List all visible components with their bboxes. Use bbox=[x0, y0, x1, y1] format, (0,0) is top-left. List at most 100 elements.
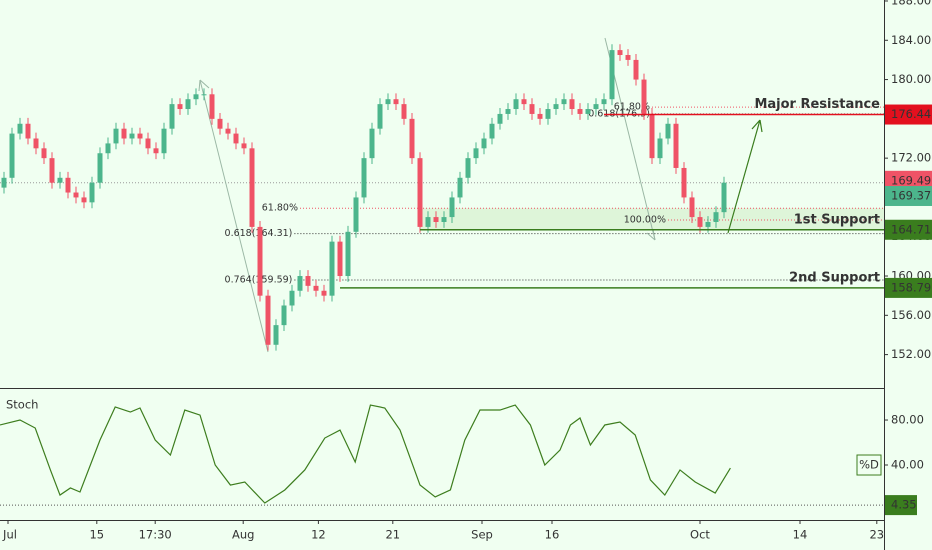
candle-body bbox=[321, 290, 327, 296]
candle-body bbox=[369, 128, 375, 159]
candle-body bbox=[57, 177, 63, 183]
candle-body bbox=[41, 148, 47, 159]
candle-body bbox=[721, 182, 727, 213]
candle-body bbox=[553, 104, 559, 110]
support-zone bbox=[420, 208, 884, 230]
candle-body bbox=[561, 99, 567, 105]
candle-body bbox=[1, 177, 7, 188]
candle-body bbox=[81, 197, 87, 203]
price-badge-label: 169.37 bbox=[891, 188, 931, 202]
candle-body bbox=[273, 325, 279, 345]
candle-body bbox=[145, 138, 151, 149]
candle-body bbox=[297, 276, 303, 291]
candle-body bbox=[217, 118, 223, 129]
x-tick-label: 17:30 bbox=[139, 528, 172, 542]
candle-body bbox=[185, 99, 191, 110]
legend-badge bbox=[856, 454, 882, 476]
candle-body bbox=[313, 285, 319, 291]
fib-label: 100.00% bbox=[624, 215, 666, 226]
candle-body bbox=[201, 94, 207, 96]
candle-body bbox=[113, 128, 119, 144]
candle-body bbox=[697, 217, 703, 227]
candle-body bbox=[441, 217, 447, 222]
candle-body bbox=[225, 128, 231, 134]
candle-body bbox=[209, 94, 215, 119]
candle-body bbox=[9, 133, 15, 178]
candle-body bbox=[417, 158, 423, 227]
y-tick-label: 184.00 bbox=[891, 33, 931, 47]
candle-body bbox=[569, 99, 575, 110]
x-tick-label: 15 bbox=[89, 528, 104, 542]
candle-body bbox=[353, 197, 359, 232]
x-tick-label: Aug bbox=[232, 528, 254, 542]
candle-body bbox=[169, 104, 175, 129]
price-badge bbox=[885, 277, 932, 298]
price-badge-label: 169.49 bbox=[891, 173, 931, 187]
candle-body bbox=[481, 138, 487, 149]
candle-body bbox=[537, 113, 543, 119]
candle-body bbox=[689, 197, 695, 218]
candle-body bbox=[241, 143, 247, 149]
price-badge bbox=[885, 219, 932, 240]
candle-body bbox=[265, 295, 271, 345]
candle-body bbox=[513, 99, 519, 110]
fib-label: 61.80% bbox=[262, 203, 298, 214]
level-name: Major Resistance bbox=[754, 97, 880, 112]
price-badge bbox=[885, 170, 932, 191]
candle-body bbox=[73, 192, 79, 198]
candle-body bbox=[153, 148, 159, 154]
y-tick-label: 180.00 bbox=[891, 72, 931, 86]
candle-body bbox=[233, 133, 239, 144]
candle-body bbox=[257, 226, 263, 296]
candle-body bbox=[105, 143, 111, 154]
candle-body bbox=[129, 133, 135, 139]
candle-body bbox=[193, 94, 199, 100]
fib-arrow bbox=[199, 79, 269, 353]
candle-body bbox=[585, 109, 591, 114]
candle-body bbox=[401, 104, 407, 119]
candle-body bbox=[545, 109, 551, 119]
candle-body bbox=[577, 109, 583, 114]
y-tick-label: 80.00 bbox=[891, 413, 924, 427]
level-name: 2nd Support bbox=[789, 270, 880, 285]
candle-body bbox=[377, 104, 383, 129]
candle-body bbox=[601, 99, 607, 105]
candle-body bbox=[345, 231, 351, 277]
candle-body bbox=[713, 212, 719, 222]
candle-body bbox=[681, 167, 687, 198]
candle-body bbox=[457, 177, 463, 198]
candle-body bbox=[665, 123, 671, 139]
fib-arrow-head bbox=[646, 228, 656, 241]
x-tick-label: Oct bbox=[690, 528, 710, 542]
candle-body bbox=[97, 153, 103, 183]
candle-body bbox=[329, 241, 335, 296]
price-badge bbox=[885, 104, 932, 125]
candle-body bbox=[17, 123, 23, 134]
candle-body bbox=[289, 290, 295, 306]
candle-body bbox=[649, 113, 655, 159]
candle-body bbox=[465, 158, 471, 178]
candle-body bbox=[137, 133, 143, 139]
x-tick-label: 23 bbox=[869, 528, 884, 542]
candle-body bbox=[33, 138, 39, 149]
candle-body bbox=[657, 138, 663, 159]
candle-body bbox=[497, 113, 503, 124]
candle-body bbox=[705, 221, 711, 227]
candle-body bbox=[409, 118, 415, 159]
candle-body bbox=[641, 79, 647, 114]
candle-body bbox=[89, 182, 95, 203]
y-tick-label: 40.00 bbox=[891, 458, 924, 472]
candle-body bbox=[177, 104, 183, 110]
candle-body bbox=[505, 109, 511, 114]
candle-body bbox=[593, 104, 599, 110]
candle-body bbox=[529, 104, 535, 114]
y-tick-label: 152.00 bbox=[891, 347, 931, 361]
candle-body bbox=[473, 148, 479, 159]
y-tick-label: 188.00 bbox=[891, 0, 931, 7]
x-tick-label: 14 bbox=[793, 528, 808, 542]
candle-body bbox=[449, 197, 455, 218]
candle-body bbox=[49, 158, 55, 183]
level-name: 1st Support bbox=[794, 212, 880, 227]
